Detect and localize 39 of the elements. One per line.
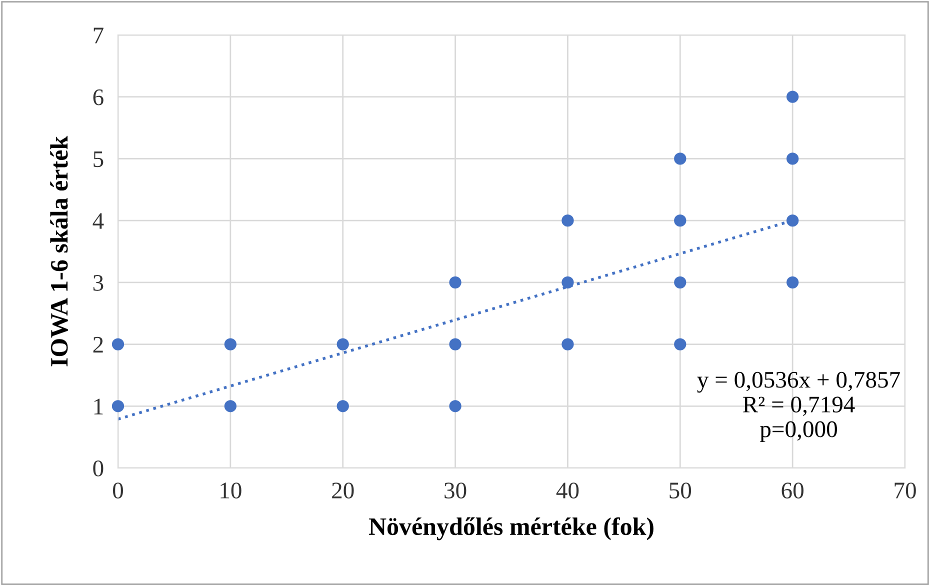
x-tick-label: 50	[670, 482, 692, 499]
y-tick-label: 3	[93, 274, 104, 291]
x-tick-label: 60	[782, 482, 804, 499]
x-tick-label: 40	[556, 482, 579, 499]
x-tick-label: 30	[444, 482, 466, 499]
x-axis-title: Növénydőlés mértéke (fok)	[368, 517, 654, 540]
y-tick-label: 4	[92, 213, 104, 229]
x-tick-label: 70	[894, 482, 916, 499]
annotation: y = 0,0536x + 0,7857 R² = 0,7194 p=0,000	[697, 372, 900, 442]
point	[112, 338, 124, 350]
y-axis-title: IOWA 1-6 skála érték	[50, 136, 68, 366]
point	[562, 276, 574, 289]
x-tick-label: 20	[332, 482, 354, 499]
x-tick-label: 10	[220, 482, 242, 499]
point	[449, 338, 462, 350]
point	[336, 400, 349, 412]
y-tick-label: 1	[94, 398, 103, 414]
x-tick-label: 0	[112, 482, 124, 499]
point	[674, 152, 686, 165]
point	[112, 400, 124, 412]
y-tick-label: 7	[94, 28, 104, 44]
point	[786, 214, 799, 227]
point	[786, 152, 799, 165]
point	[562, 214, 574, 227]
point	[336, 338, 349, 350]
y-tick-label: 6	[93, 89, 104, 106]
point	[674, 338, 686, 350]
y-tick-label: 2	[93, 336, 103, 352]
point	[449, 276, 462, 289]
point	[224, 400, 237, 412]
point	[224, 338, 237, 350]
point	[674, 214, 686, 227]
point	[674, 276, 686, 289]
point	[562, 338, 574, 350]
y-tick-label: 0	[93, 460, 104, 476]
point	[786, 276, 799, 289]
point	[449, 400, 462, 412]
point	[786, 90, 799, 103]
y-tick-label: 5	[94, 151, 104, 168]
